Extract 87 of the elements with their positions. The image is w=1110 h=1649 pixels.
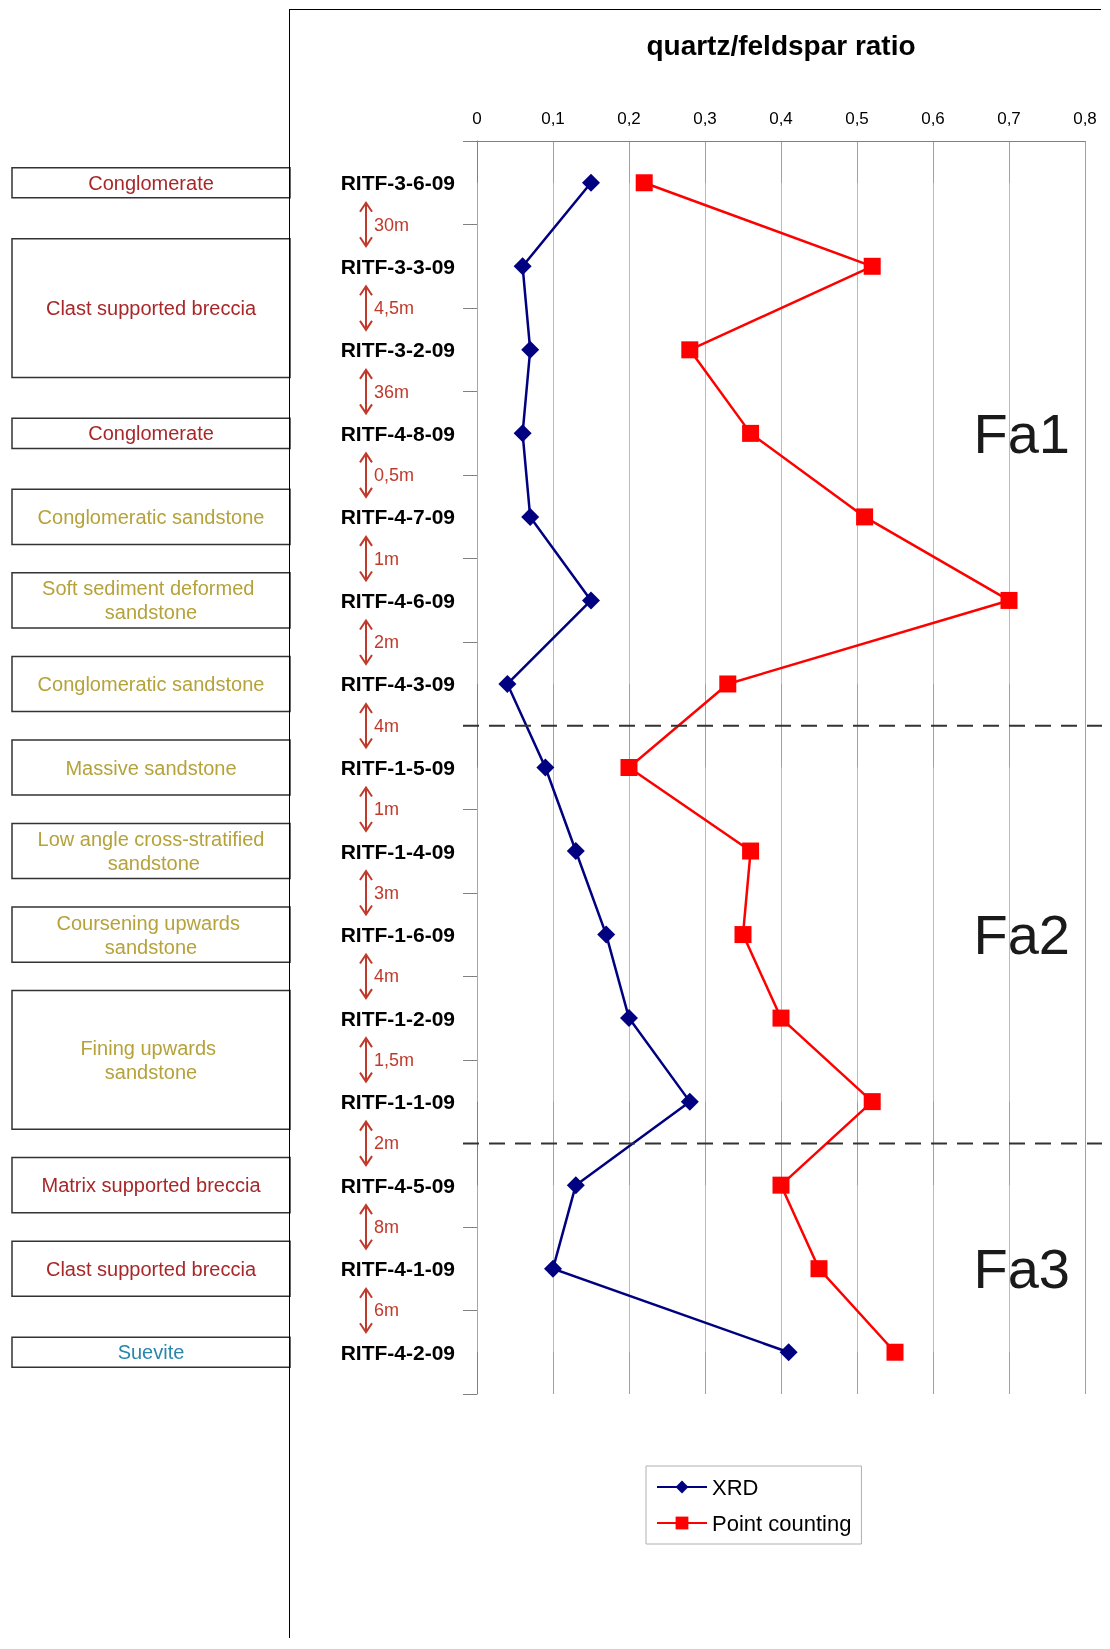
point xyxy=(863,257,881,275)
x-tick-label: 0,1 xyxy=(541,109,565,128)
point xyxy=(863,1093,881,1111)
point xyxy=(566,842,585,861)
point xyxy=(680,1092,699,1111)
y-tick-label: RITF-4-7-09 xyxy=(340,505,455,529)
y-tick-label: RITF-4-5-09 xyxy=(340,1173,455,1197)
point xyxy=(681,341,699,359)
text: Conglomerate xyxy=(88,422,214,445)
text: Clast supported breccia xyxy=(45,297,257,320)
text: 3m xyxy=(374,882,400,903)
point xyxy=(521,340,540,359)
band-label: Fa2 xyxy=(973,903,1070,967)
text: 4,5m xyxy=(374,298,415,319)
text: Matrix supported breccia xyxy=(41,1174,262,1197)
y-tick-label: RITF-3-6-09 xyxy=(340,171,455,195)
x-tick-label: 0,4 xyxy=(769,109,793,128)
point xyxy=(772,1009,790,1027)
y-tick-label: RITF-4-8-09 xyxy=(340,421,455,445)
point xyxy=(566,1176,585,1195)
y-tick-label: RITF-1-6-09 xyxy=(340,923,455,947)
point xyxy=(779,1343,798,1362)
y-tick-label: RITF-4-1-09 xyxy=(340,1257,455,1281)
x-axis-title: quartz/feldspar ratio xyxy=(646,29,916,61)
text: Suevite xyxy=(117,1341,185,1364)
x-tick-label: 0,6 xyxy=(921,109,945,128)
point xyxy=(620,1009,638,1028)
y-tick-label: RITF-1-5-09 xyxy=(340,756,455,779)
point xyxy=(742,842,760,860)
point xyxy=(544,1259,562,1278)
point xyxy=(856,508,874,526)
y-tick-label: RITF-3-2-09 xyxy=(340,338,455,362)
point xyxy=(513,424,532,443)
text: 1,5m xyxy=(374,1049,415,1070)
text: Coursening upwards sandstone xyxy=(56,911,246,958)
x-tick-label: 0,5 xyxy=(845,109,869,128)
y-tick-label: RITF-3-3-09 xyxy=(340,254,455,278)
point xyxy=(719,675,737,693)
point xyxy=(536,758,555,777)
point xyxy=(742,424,760,442)
text: 36m xyxy=(374,381,410,402)
point xyxy=(498,674,517,693)
text: Conglomeratic sandstone xyxy=(37,505,265,528)
text: 1m xyxy=(374,548,400,569)
text: Low angle cross-stratified sandstone xyxy=(37,828,265,875)
y-tick-label: RITF-1-1-09 xyxy=(340,1090,455,1114)
y-tick-label: RITF-1-4-09 xyxy=(340,839,455,863)
text: 2m xyxy=(374,632,400,653)
legend-label: Point counting xyxy=(712,1510,852,1536)
y-tick-label: RITF-4-6-09 xyxy=(340,588,455,612)
y-tick-label: RITF-4-2-09 xyxy=(340,1340,455,1364)
text: 4m xyxy=(374,715,400,736)
band-label: Fa1 xyxy=(973,401,1070,465)
point xyxy=(582,173,600,192)
text: 8m xyxy=(374,1216,400,1237)
text: 6m xyxy=(374,1300,400,1321)
text: Fining upwards sandstone xyxy=(80,1036,222,1083)
point xyxy=(1000,591,1018,609)
text: Soft sediment deformed sandstone xyxy=(42,577,260,624)
x-tick-label: 0,7 xyxy=(997,109,1021,128)
text: Conglomeratic sandstone xyxy=(37,672,265,695)
point xyxy=(810,1260,828,1278)
point xyxy=(772,1176,790,1194)
y-tick-label: RITF-1-2-09 xyxy=(340,1006,455,1030)
point xyxy=(620,759,638,776)
x-tick-label: 0 xyxy=(472,109,482,128)
x-tick-label: 0,8 xyxy=(1073,109,1097,128)
legend-label: XRD xyxy=(712,1474,759,1500)
x-tick-label: 0,2 xyxy=(617,109,641,128)
y-tick-label: RITF-4-3-09 xyxy=(340,672,455,696)
x-tick-label: 0,3 xyxy=(693,109,717,128)
text: 2m xyxy=(374,1133,400,1154)
text: 30m xyxy=(374,214,410,235)
point xyxy=(597,925,616,944)
band-label: Fa3 xyxy=(973,1237,1070,1301)
point xyxy=(513,257,532,276)
point xyxy=(886,1343,904,1361)
text: Clast supported breccia xyxy=(45,1257,257,1280)
text: 0,5m xyxy=(374,465,415,486)
text: Massive sandstone xyxy=(65,756,237,779)
point xyxy=(734,926,752,944)
text: 4m xyxy=(374,966,400,987)
text: Conglomerate xyxy=(88,171,214,194)
text: 1m xyxy=(374,799,400,820)
point xyxy=(582,591,600,610)
point xyxy=(521,507,540,526)
point xyxy=(635,174,653,192)
